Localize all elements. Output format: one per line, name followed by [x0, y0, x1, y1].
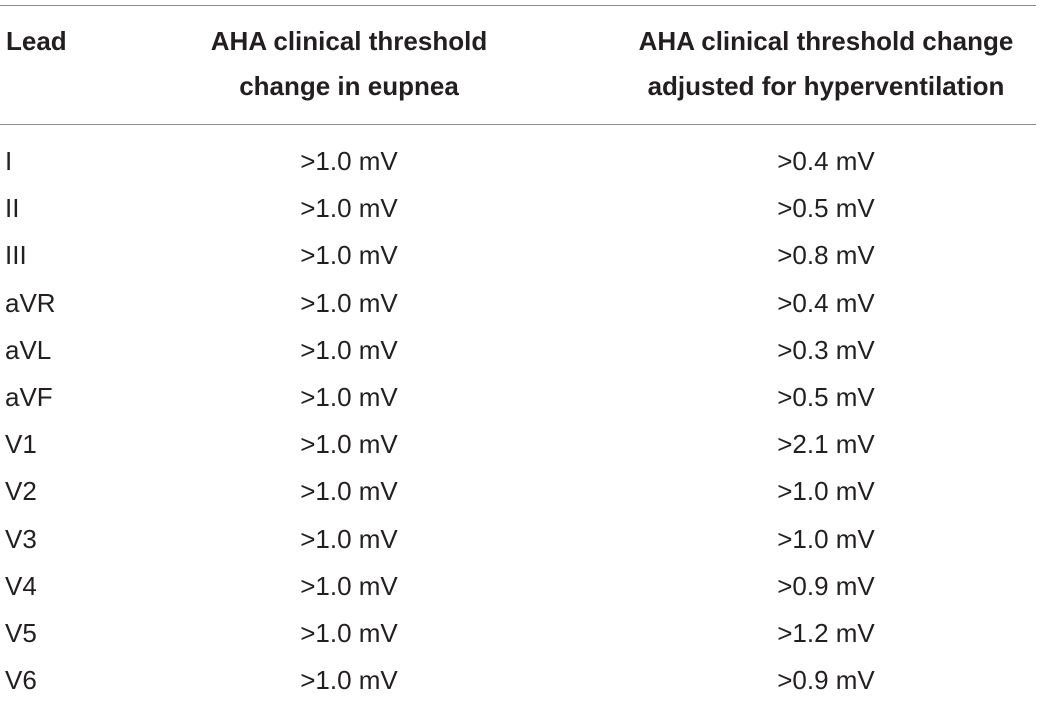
eupnea-threshold-cell: >1.0 mV	[300, 287, 398, 318]
hyperventilation-threshold-cell: >0.5 mV	[777, 381, 875, 412]
header-hyperventilation: AHA clinical threshold change adjusted f…	[606, 19, 1040, 109]
lead-cell: V5	[5, 617, 37, 648]
table-row: V3 >1.0 mV >1.0 mV	[0, 516, 1036, 563]
table-row: I >1.0 mV >0.4 mV	[0, 138, 1036, 185]
table-top-rule	[0, 5, 1036, 6]
hyperventilation-threshold-cell: >0.4 mV	[777, 287, 875, 318]
table-row: V6 >1.0 mV >0.9 mV	[0, 657, 1036, 704]
table-row: V1 >1.0 mV >2.1 mV	[0, 421, 1036, 468]
lead-cell: aVF	[5, 381, 53, 412]
hyperventilation-threshold-cell: >0.3 mV	[777, 334, 875, 365]
eupnea-threshold-cell: >1.0 mV	[300, 429, 398, 460]
hyperventilation-threshold-cell: >0.5 mV	[777, 193, 875, 224]
lead-cell: I	[5, 146, 13, 176]
eupnea-threshold-cell: >1.0 mV	[300, 617, 398, 648]
hyperventilation-threshold-cell: >1.0 mV	[777, 476, 875, 507]
table-row: aVR >1.0 mV >0.4 mV	[0, 280, 1036, 327]
lead-cell: III	[5, 240, 27, 271]
table-row: II >1.0 mV >0.5 mV	[0, 185, 1036, 232]
hyperventilation-threshold-cell: >1.0 mV	[777, 523, 875, 554]
hyperventilation-threshold-cell: >2.1 mV	[777, 429, 875, 460]
hyperventilation-threshold-cell: >0.4 mV	[777, 146, 875, 176]
header-bottom-rule	[0, 124, 1036, 125]
hyperventilation-threshold-cell: >0.9 mV	[777, 665, 875, 696]
header-lead-label: Lead	[6, 26, 67, 56]
table-body: I >1.0 mV >0.4 mV II >1.0 mV >0.5 mV III >1.0 m…	[0, 138, 1036, 704]
header-eupnea: AHA clinical threshold change in eupnea	[170, 19, 528, 109]
eupnea-threshold-cell: >1.0 mV	[300, 570, 398, 601]
table-row: V5 >1.0 mV >1.2 mV	[0, 610, 1036, 657]
table-row: V4 >1.0 mV >0.9 mV	[0, 563, 1036, 610]
eupnea-threshold-cell: >1.0 mV	[300, 476, 398, 507]
eupnea-threshold-cell: >1.0 mV	[300, 523, 398, 554]
table-row: III >1.0 mV >0.8 mV	[0, 232, 1036, 279]
hyperventilation-threshold-cell: >0.8 mV	[777, 240, 875, 271]
lead-cell: V6	[5, 665, 37, 696]
eupnea-threshold-cell: >1.0 mV	[300, 146, 398, 176]
lead-cell: V3	[5, 523, 37, 554]
eupnea-threshold-cell: >1.0 mV	[300, 240, 398, 271]
hyperventilation-threshold-cell: >0.9 mV	[777, 570, 875, 601]
eupnea-threshold-cell: >1.0 mV	[300, 193, 398, 224]
table-row: aVF >1.0 mV >0.5 mV	[0, 374, 1036, 421]
eupnea-threshold-cell: >1.0 mV	[300, 381, 398, 412]
lead-cell: aVR	[5, 287, 56, 318]
header-eupnea-line-2: change in eupnea	[239, 71, 459, 101]
eupnea-threshold-cell: >1.0 mV	[300, 665, 398, 696]
table-row: aVL >1.0 mV >0.3 mV	[0, 327, 1036, 374]
lead-cell: II	[5, 193, 20, 224]
lead-cell: V2	[5, 476, 37, 507]
lead-cell: aVL	[5, 334, 52, 365]
header-lead: Lead	[6, 19, 67, 64]
lead-cell: V1	[5, 429, 37, 460]
table-header: Lead AHA clinical threshold change in eu…	[0, 5, 1036, 124]
hyperventilation-threshold-cell: >1.2 mV	[777, 617, 875, 648]
eupnea-threshold-cell: >1.0 mV	[300, 334, 398, 365]
table-row: V2 >1.0 mV >1.0 mV	[0, 468, 1036, 515]
header-eupnea-line-1: AHA clinical threshold	[210, 26, 488, 56]
lead-cell: V4	[5, 570, 37, 601]
header-hyper-line-2: adjusted for hyperventilation	[647, 71, 1005, 101]
header-hyper-line-1: AHA clinical threshold change	[638, 26, 1014, 56]
